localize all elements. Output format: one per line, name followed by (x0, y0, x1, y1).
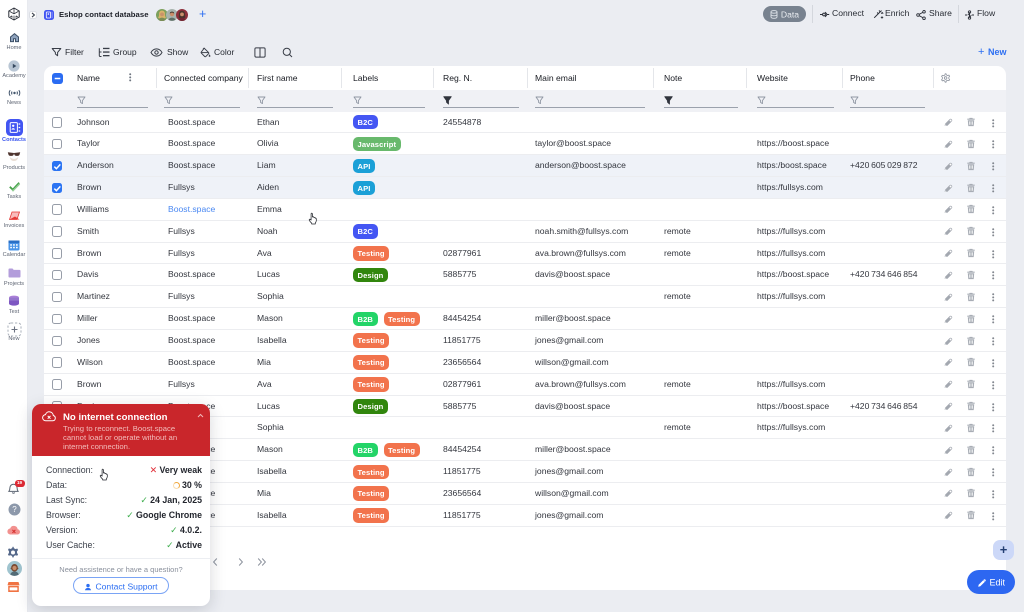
svg-text:?: ? (12, 505, 17, 514)
